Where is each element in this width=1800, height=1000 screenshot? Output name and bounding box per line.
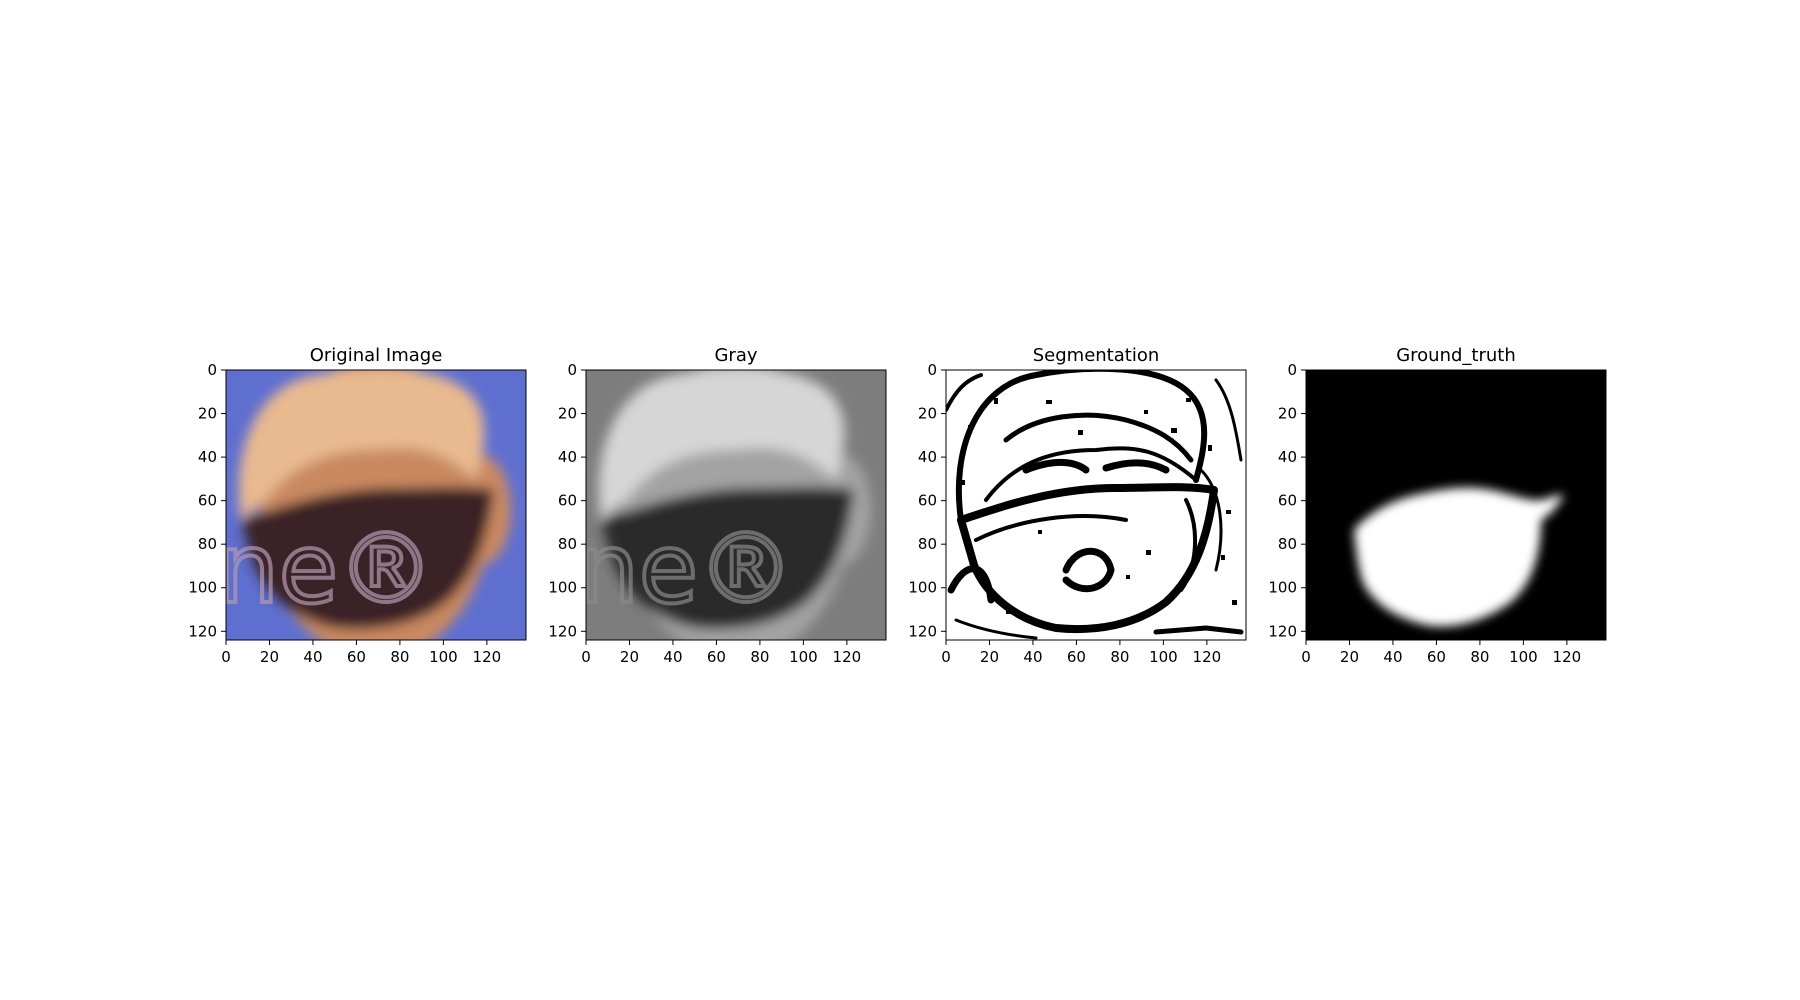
y-tick-label: 100: [1268, 579, 1297, 597]
y-tick-label: 60: [1278, 492, 1297, 510]
y-tick-label: 20: [558, 405, 577, 423]
y-axis: 0 20 40 60 80 100 120: [1268, 361, 1306, 640]
x-axis: 0 20 40 60 80 100 120: [581, 640, 861, 666]
y-tick-label: 0: [207, 361, 217, 379]
y-tick-label: 100: [908, 579, 937, 597]
x-tick-label: 80: [1470, 648, 1489, 666]
y-axis: 0 20 40 60 80 100 120: [548, 361, 586, 640]
edge-speckles: [961, 398, 1237, 614]
y-tick-label: 60: [558, 492, 577, 510]
x-tick-label: 60: [1067, 648, 1086, 666]
panel-segmentation: Segmentation: [908, 345, 1247, 666]
x-axis: 0 20 40 60 80 100 120: [941, 640, 1221, 666]
panel-ground-truth: Ground_truth 0 20 40 60 80 100 120 0 20 40 60 80 10…: [1268, 345, 1607, 666]
x-tick-label: 80: [1110, 648, 1129, 666]
x-axis: 0 20 40 60 80 100 120: [221, 640, 501, 666]
y-tick-label: 40: [558, 448, 577, 466]
segmentation-image: [946, 370, 1246, 640]
y-tick-label: 0: [1287, 361, 1297, 379]
x-tick-label: 0: [1301, 648, 1311, 666]
y-tick-label: 0: [567, 361, 577, 379]
hair: [238, 370, 485, 520]
x-tick-label: 0: [581, 648, 591, 666]
x-tick-label: 40: [303, 648, 322, 666]
axes-frame: [225, 369, 527, 641]
x-tick-label: 20: [1340, 648, 1359, 666]
panel-original-image: Original Image ne® 0 20 40 60 80 100 120 0 20 40…: [188, 345, 527, 666]
x-tick-label: 40: [663, 648, 682, 666]
axes-frame: [585, 369, 887, 641]
y-tick-label: 120: [908, 622, 937, 640]
x-tick-label: 120: [1553, 648, 1582, 666]
y-tick-label: 20: [1278, 405, 1297, 423]
y-tick-label: 40: [1278, 448, 1297, 466]
y-tick-label: 20: [918, 405, 937, 423]
x-tick-label: 0: [221, 648, 231, 666]
y-tick-label: 100: [188, 579, 217, 597]
watermark: ne®: [218, 513, 434, 625]
hair: [598, 370, 845, 520]
face-mask: [601, 487, 854, 630]
y-tick-label: 80: [1278, 535, 1297, 553]
axes-frame: [1305, 369, 1607, 641]
y-tick-label: 40: [198, 448, 217, 466]
y-tick-label: 0: [927, 361, 937, 379]
y-tick-label: 80: [918, 535, 937, 553]
y-tick-label: 120: [1268, 622, 1297, 640]
ground-truth-image: [1306, 370, 1606, 640]
x-tick-label: 20: [260, 648, 279, 666]
y-tick-label: 120: [188, 622, 217, 640]
panel-gray: Gray ne® 0 20 40 60 80 100 120 0 20 40 60 80 100 120: [548, 345, 887, 666]
y-tick-label: 80: [198, 535, 217, 553]
y-tick-label: 20: [198, 405, 217, 423]
x-tick-label: 120: [833, 648, 862, 666]
x-tick-label: 80: [750, 648, 769, 666]
y-tick-label: 60: [918, 492, 937, 510]
x-tick-label: 60: [1427, 648, 1446, 666]
watermark: ne®: [578, 513, 794, 625]
y-tick-label: 60: [198, 492, 217, 510]
x-tick-label: 120: [1193, 648, 1222, 666]
x-tick-label: 100: [429, 648, 458, 666]
x-tick-label: 100: [1149, 648, 1178, 666]
x-axis: 0 20 40 60 80 100 120: [1301, 640, 1581, 666]
edge-strokes: [946, 370, 1244, 640]
mask-region: [1354, 487, 1564, 627]
y-tick-label: 120: [548, 622, 577, 640]
x-tick-label: 120: [473, 648, 502, 666]
axes-frame: [945, 369, 1247, 641]
face-illustration: [598, 370, 871, 640]
x-tick-label: 40: [1023, 648, 1042, 666]
gray-image: ne®: [578, 370, 886, 640]
x-tick-label: 100: [1509, 648, 1538, 666]
x-tick-label: 40: [1383, 648, 1402, 666]
y-axis: 0 20 40 60 80 100 120: [908, 361, 946, 640]
x-tick-label: 100: [789, 648, 818, 666]
x-tick-label: 0: [941, 648, 951, 666]
panel-title: Original Image: [310, 345, 443, 366]
x-tick-label: 60: [707, 648, 726, 666]
y-tick-label: 40: [918, 448, 937, 466]
face-illustration: [238, 370, 511, 640]
y-axis: 0 20 40 60 80 100 120: [188, 361, 226, 640]
x-tick-label: 20: [980, 648, 999, 666]
x-tick-label: 60: [347, 648, 366, 666]
panel-title: Ground_truth: [1396, 345, 1516, 366]
panel-title: Gray: [714, 345, 757, 366]
face-mask: [241, 487, 494, 630]
original-image: ne®: [218, 370, 526, 640]
y-tick-label: 100: [548, 579, 577, 597]
y-tick-label: 80: [558, 535, 577, 553]
x-tick-label: 80: [390, 648, 409, 666]
x-tick-label: 20: [620, 648, 639, 666]
panel-title: Segmentation: [1033, 345, 1160, 366]
